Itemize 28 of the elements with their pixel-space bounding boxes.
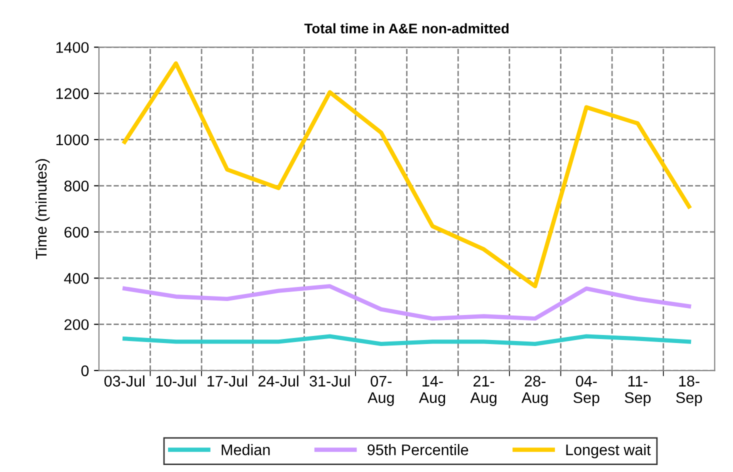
x-tick-label: 14- Aug xyxy=(418,376,446,406)
y-tick-label: 0 xyxy=(81,365,89,376)
x-tick-label: 07- Aug xyxy=(368,376,394,406)
y-tick-label: 200 xyxy=(64,319,89,330)
y-tick-label: 800 xyxy=(64,180,89,192)
x-tick-label: 10-Jul xyxy=(156,375,196,387)
x-tick-label: 03-Jul xyxy=(104,375,144,387)
x-tick-label: 28- Aug xyxy=(522,376,548,406)
x-tick-label: 18- Sep xyxy=(676,376,702,406)
line-series xyxy=(122,61,692,288)
y-tick-label: 1200 xyxy=(56,88,89,100)
y-axis-title: Time (minutes) xyxy=(35,159,50,260)
line-series xyxy=(122,334,692,346)
x-tick-label: 04- Sep xyxy=(574,376,600,406)
x-tick-label: 24-Jul xyxy=(258,375,298,387)
y-tick-label: 1400 xyxy=(56,42,89,53)
legend-label: Median xyxy=(222,444,270,456)
line-series xyxy=(122,284,692,321)
chart-title: Total time in A&E non-admitted xyxy=(304,23,509,34)
y-tick-label: 400 xyxy=(64,273,89,284)
x-tick-label: 11- Sep xyxy=(624,376,651,406)
legend-label: 95th Percentile xyxy=(368,444,468,456)
legend-label: Longest wait xyxy=(566,444,651,458)
y-tick-label: 1000 xyxy=(56,134,89,146)
x-tick-label: 21- Aug xyxy=(470,376,496,406)
y-tick-label: 600 xyxy=(64,226,89,238)
x-tick-label: 31-Jul xyxy=(310,375,350,387)
x-tick-label: 17-Jul xyxy=(208,375,248,387)
